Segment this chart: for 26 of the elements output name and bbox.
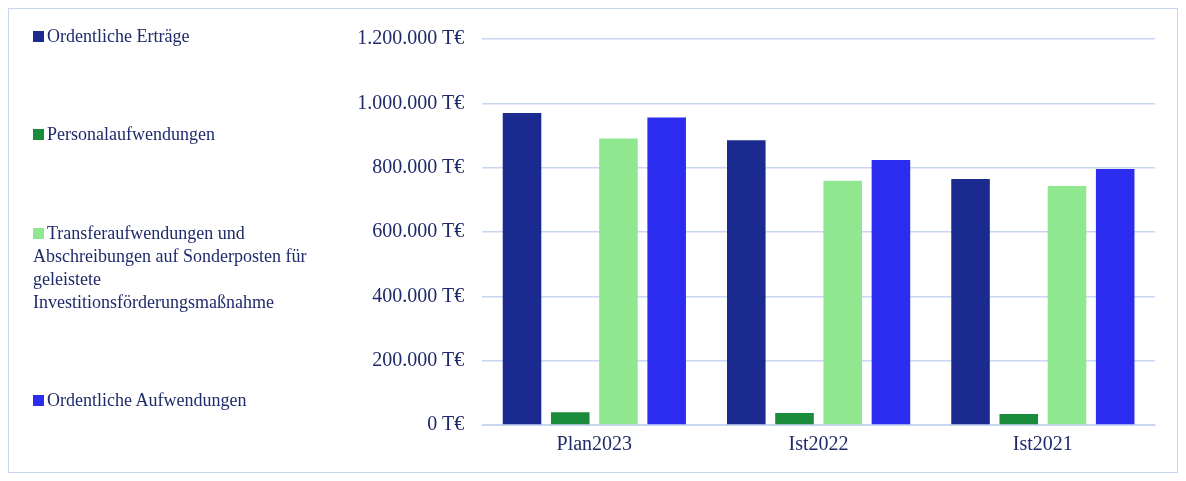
y-tick-label: 200.000 T€ xyxy=(372,347,465,370)
bar xyxy=(1047,186,1087,425)
bar xyxy=(871,159,911,425)
legend-label: Ordentliche Erträge xyxy=(47,26,190,46)
bar xyxy=(951,178,990,425)
bar xyxy=(550,412,590,425)
bar xyxy=(727,140,766,425)
bar xyxy=(775,413,814,425)
bar xyxy=(502,112,542,425)
y-tick-label: 600.000 T€ xyxy=(372,219,465,242)
x-tick-label: Ist2021 xyxy=(1012,432,1073,455)
y-tick-label: 800.000 T€ xyxy=(372,154,465,177)
bar xyxy=(1095,168,1135,425)
y-tick-label: 1.000.000 T€ xyxy=(357,90,465,113)
x-tick-label: Ist2022 xyxy=(788,432,849,455)
legend-label: Ordentliche Aufwendungen xyxy=(47,389,247,410)
legend-label: Transferaufwendungen und Abschreibungen auf Sonderposten für geleistete Investitionsförderungsmaßnahme xyxy=(33,222,307,312)
x-tick-label: Plan2023 xyxy=(556,432,633,455)
bar xyxy=(823,180,862,425)
y-tick-label: 1.200.000 T€ xyxy=(357,26,465,49)
bar xyxy=(999,414,1039,425)
bar xyxy=(647,117,686,425)
y-tick-label: 400.000 T€ xyxy=(372,283,465,306)
y-tick-label: 0 T€ xyxy=(427,412,465,435)
legend-label: Personalaufwendungen xyxy=(47,124,215,145)
bar xyxy=(599,138,638,425)
